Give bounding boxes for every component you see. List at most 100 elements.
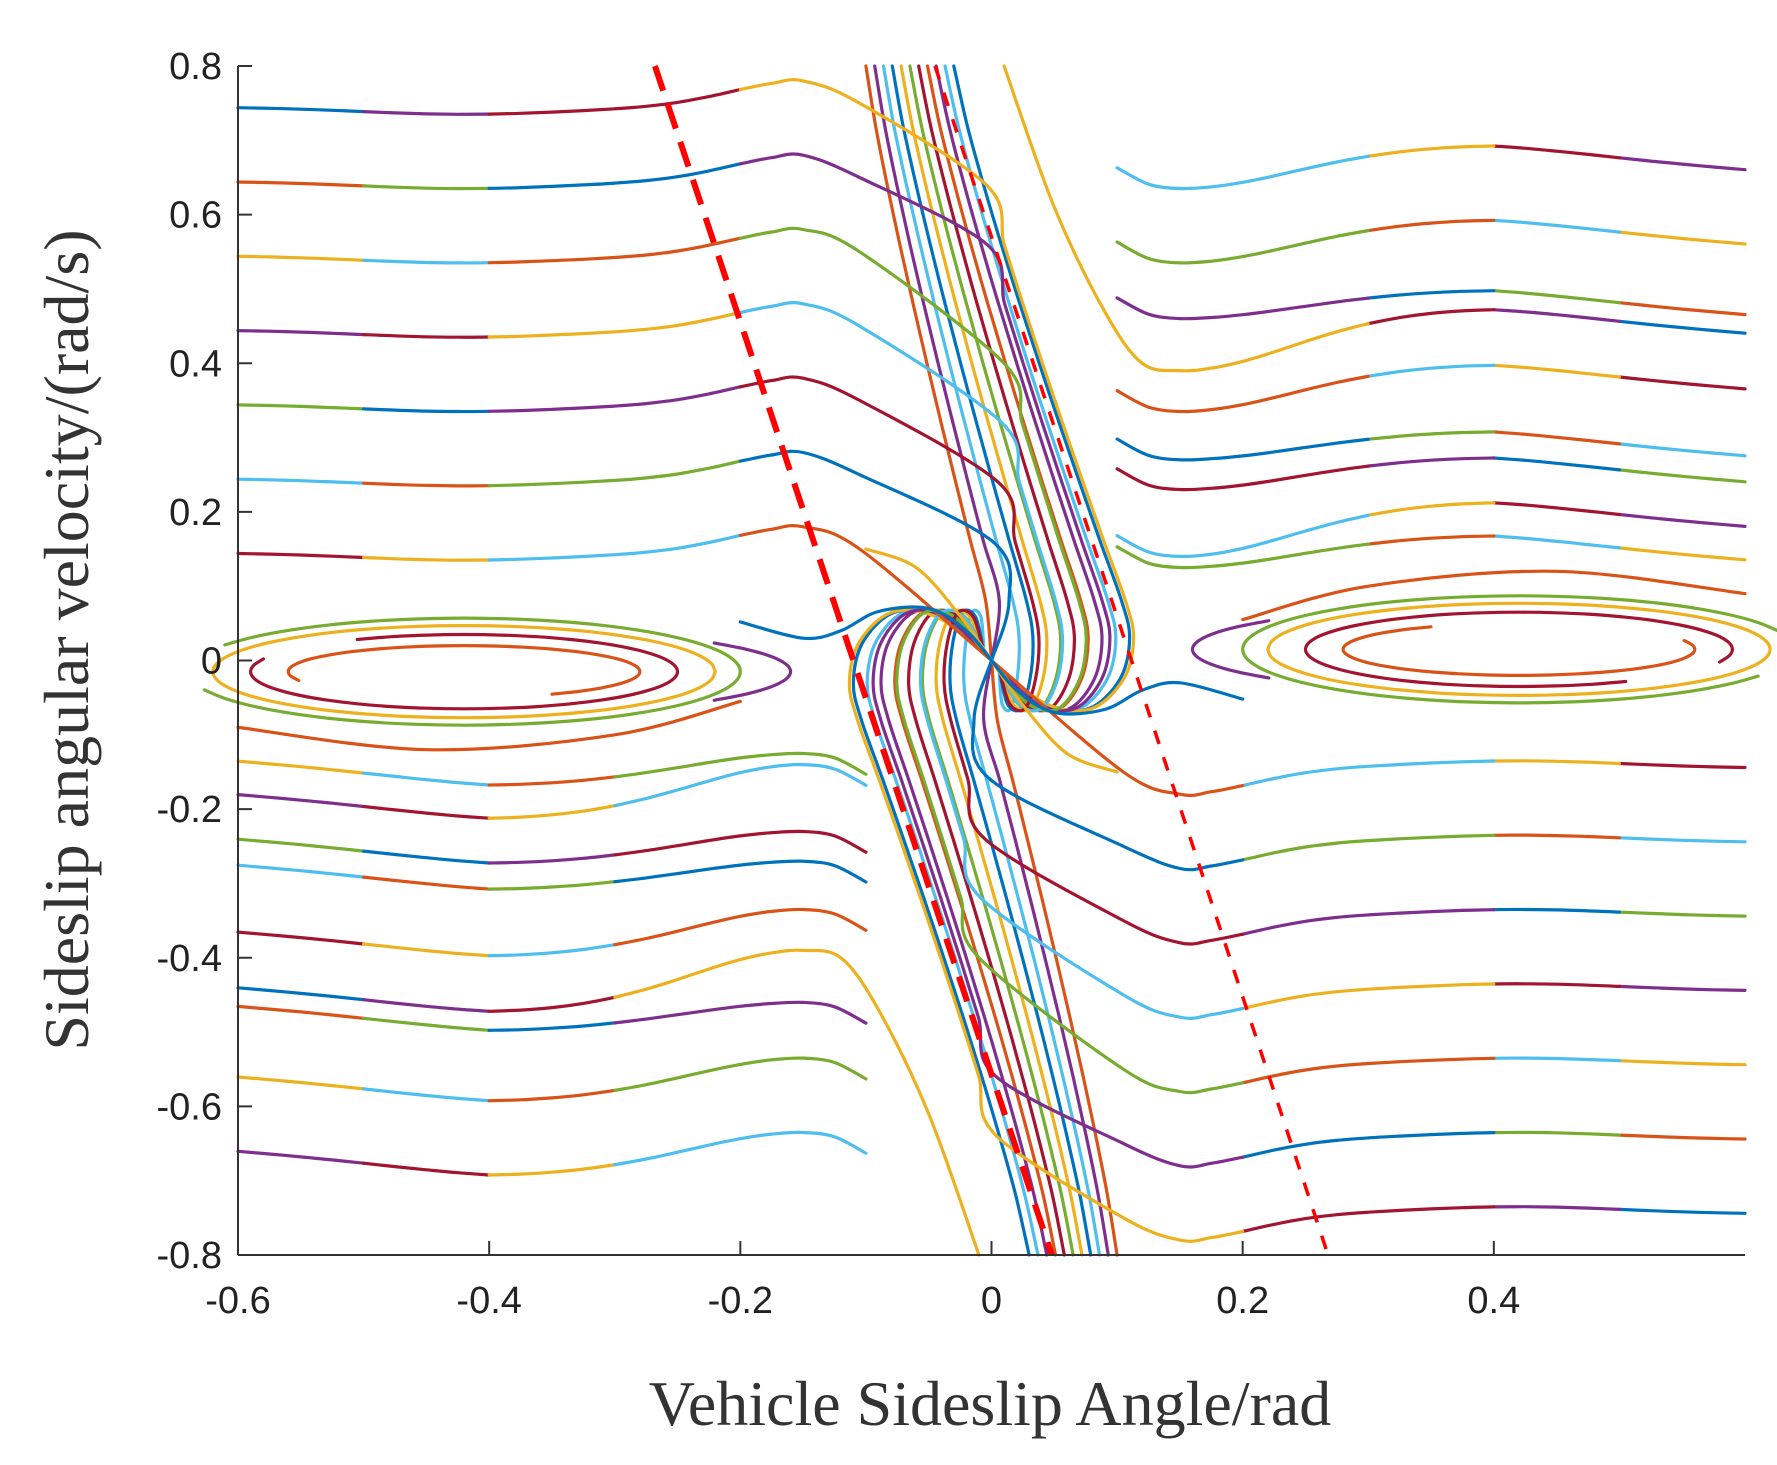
upper-left-trajectory-seg2-mirrored [1241, 759, 1496, 788]
upper-left-trajectory-seg2 [487, 87, 742, 116]
upper-left-trajectory-seg0 [236, 180, 366, 188]
lower-left-trajectory-seg3-mirrored [1115, 542, 1370, 570]
lower-left-trajectory-seg0 [236, 1149, 366, 1165]
lower-left-trajectory-seg3 [613, 859, 868, 884]
upper-left-trajectory-seg0 [236, 477, 366, 485]
upper-left-trajectory-seg0-mirrored [1617, 910, 1747, 918]
trajectories [202, 64, 1777, 1257]
lower-left-trajectory-seg0 [236, 759, 366, 775]
lower-left-trajectory-seg2-mirrored [1366, 144, 1496, 158]
lower-left-trajectory-seg2-mirrored [1366, 308, 1496, 326]
upper-left-trajectory-seg0-mirrored [1617, 1059, 1747, 1067]
upper-left-trajectory-seg3-mirrored [871, 608, 1245, 1169]
extra-trajectory-mirrored [989, 658, 1119, 774]
upper-left-trajectory-seg1-mirrored [1492, 833, 1621, 840]
upper-left-trajectory-seg0-mirrored [1617, 836, 1747, 844]
upper-left-trajectory-seg2-mirrored [1241, 1205, 1496, 1234]
equilibrium-orbit-mirrored [1303, 610, 1735, 689]
lower-left-trajectory-seg1-mirrored [1492, 308, 1621, 323]
x-tick-label: 0 [981, 1280, 1002, 1322]
lower-left-trajectory-seg1 [362, 998, 491, 1013]
lower-left-trajectory-seg2 [487, 943, 617, 958]
upper-left-trajectory-seg3-mirrored [895, 608, 1245, 1095]
upper-left-trajectory-seg2-mirrored [1241, 908, 1496, 936]
lower-left-trajectory-seg3 [613, 751, 868, 779]
upper-left-trajectory-seg3 [738, 226, 1088, 713]
upper-left-trajectory-seg0 [236, 551, 366, 560]
upper-left-trajectory-seg2 [487, 162, 742, 190]
upper-left-trajectory-seg2-mirrored [1241, 1056, 1496, 1085]
upper-left-trajectory-seg1-mirrored [1492, 759, 1621, 766]
lower-left-trajectory-seg0 [236, 1004, 366, 1020]
lower-left-trajectory-seg1 [362, 771, 491, 787]
lower-left-trajectory-seg0 [236, 1075, 366, 1091]
upper-left-trajectory-seg2 [487, 459, 742, 488]
steep-band-trajectory [864, 64, 994, 663]
extra-trajectory-mirrored [1241, 569, 1747, 622]
lower-left-trajectory-seg0-mirrored [1617, 301, 1747, 317]
boundary-thin-dashed [933, 65, 1330, 1256]
extra-trajectory-mirrored [989, 658, 1245, 716]
upper-left-trajectory-seg0 [236, 106, 366, 114]
lower-left-trajectory-seg2 [487, 1088, 617, 1103]
upper-left-trajectory-seg1-mirrored [1492, 1205, 1621, 1211]
equilibrium-orbit [211, 623, 717, 720]
lower-left-trajectory-seg1-mirrored [1492, 363, 1621, 379]
upper-left-trajectory-seg0-mirrored [1617, 984, 1747, 992]
upper-left-trajectory-seg1-mirrored [1492, 1130, 1621, 1137]
lower-left-trajectory-seg0 [236, 863, 366, 879]
extra-trajectory [864, 547, 994, 663]
equilibrium-orbit-mirrored [1241, 594, 1777, 705]
lower-left-trajectory-seg1-mirrored [1492, 144, 1621, 160]
lower-left-trajectory-seg1 [362, 804, 491, 820]
upper-left-trajectory-seg3-mirrored [847, 608, 1245, 1243]
x-tick-label: 0.4 [1467, 1280, 1520, 1322]
lower-left-trajectory-seg3 [613, 907, 868, 947]
upper-left-trajectory-seg1 [362, 184, 491, 191]
steep-band-trajectory [873, 64, 1002, 663]
lower-left-trajectory-seg2-mirrored [1366, 534, 1496, 546]
lower-left-trajectory-seg3 [613, 1000, 868, 1025]
y-tick-label: 0.4 [169, 343, 222, 385]
lower-left-trajectory-seg2-mirrored [1366, 218, 1496, 233]
lower-left-trajectory-seg0-mirrored [1617, 468, 1747, 484]
lower-left-trajectory-seg0-mirrored [1617, 319, 1747, 335]
lower-left-trajectory-seg0-mirrored [1617, 512, 1747, 528]
upper-left-trajectory-seg2-mirrored [1241, 1131, 1496, 1159]
equilibrium-orbit [286, 643, 642, 696]
lower-left-trajectory-seg0 [236, 986, 366, 1002]
lower-left-trajectory-seg1 [362, 1161, 491, 1177]
steep-band-trajectory-mirrored [981, 658, 1110, 1257]
upper-left-trajectory-seg3 [738, 152, 1112, 713]
lower-left-trajectory-seg3-mirrored [1115, 154, 1370, 191]
lower-left-trajectory-seg1-mirrored [1492, 456, 1621, 472]
upper-left-trajectory-seg0 [236, 329, 366, 337]
lower-left-trajectory-seg1 [362, 942, 491, 958]
y-tick-label: -0.4 [157, 938, 222, 980]
upper-left-trajectory-seg0 [236, 403, 366, 411]
lower-left-trajectory-seg0-mirrored [1617, 546, 1747, 562]
x-tick-label: -0.4 [456, 1280, 521, 1322]
lower-left-trajectory-seg2 [487, 1021, 617, 1032]
lower-left-trajectory-seg1-mirrored [1492, 289, 1621, 305]
upper-left-trajectory-seg0 [236, 254, 366, 262]
lower-left-trajectory-seg0 [236, 837, 366, 853]
extra-trajectory [236, 699, 742, 752]
y-tick-label: -0.8 [157, 1235, 222, 1277]
lower-left-trajectory-seg1 [362, 875, 491, 891]
lower-left-trajectory-seg2-mirrored [1366, 430, 1496, 441]
lower-left-trajectory-seg3 [613, 1056, 868, 1092]
lower-left-trajectory-seg2-mirrored [1366, 289, 1496, 300]
y-tick-label: 0.6 [169, 195, 222, 237]
upper-left-trajectory-seg1 [362, 110, 491, 116]
upper-left-trajectory-seg2 [487, 533, 742, 562]
steep-band-trajectory-mirrored [906, 608, 1066, 1257]
lower-left-trajectory-seg3 [613, 1130, 868, 1167]
lower-left-trajectory-seg3-mirrored [1115, 437, 1370, 462]
upper-left-trajectory-seg2-mirrored [1241, 833, 1496, 862]
lower-left-trajectory-seg2-mirrored [1366, 363, 1496, 378]
upper-left-trajectory-seg1 [362, 333, 491, 339]
lower-left-trajectory-seg3-mirrored [1115, 464, 1370, 492]
lower-left-trajectory-seg2 [487, 995, 617, 1013]
lower-left-trajectory-seg3-mirrored [1115, 229, 1370, 265]
